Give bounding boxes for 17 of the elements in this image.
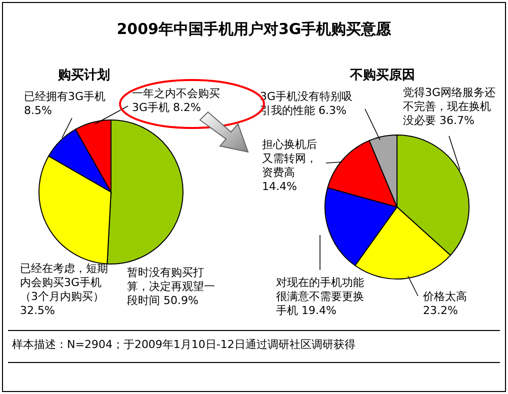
data-label: 14.4% bbox=[262, 180, 297, 193]
data-label: 8.2% bbox=[173, 101, 201, 114]
data-label: 50.9% bbox=[164, 294, 198, 307]
text: 样本描述：N=2904；于2009年1月10日-12日通过调研社区调研获得 bbox=[12, 337, 356, 352]
chart-subtitle: 购买计划 bbox=[58, 67, 110, 84]
data-label: 23.2% bbox=[423, 304, 458, 317]
data-label: 32.5% bbox=[20, 304, 55, 317]
text: 2009年中国手机用户对3G手机购买意愿 bbox=[116, 20, 392, 39]
data-label: 8.5% bbox=[24, 104, 52, 117]
data-label: 19.4% bbox=[302, 304, 336, 317]
data-label: 6.3% bbox=[318, 104, 346, 117]
slice-label: 价格太高 bbox=[423, 290, 467, 303]
data-label: 36.7% bbox=[440, 114, 474, 127]
slice-label: 担心换机后又需转网，资费高 bbox=[262, 138, 317, 179]
slice-label: 已经拥有3G手机 bbox=[24, 90, 106, 103]
chart-title: 不购买原因 bbox=[350, 67, 415, 84]
slice-label: 已经在考虑，短期内会购买3G手机（3个月内购买） bbox=[20, 262, 108, 303]
